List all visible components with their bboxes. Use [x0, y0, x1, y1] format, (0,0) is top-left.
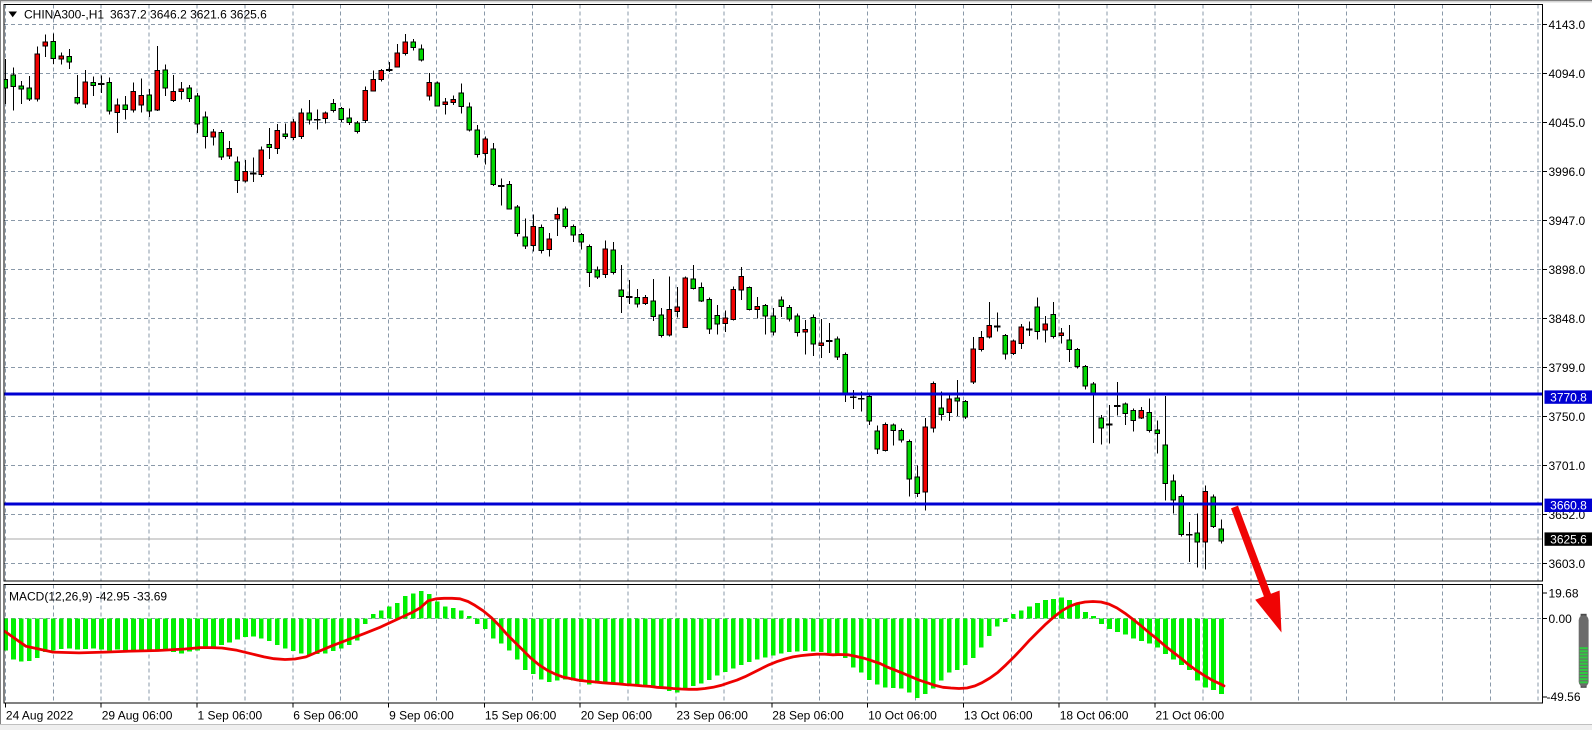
svg-text:13 Oct 06:00: 13 Oct 06:00: [964, 709, 1033, 723]
svg-text:24 Aug 2022: 24 Aug 2022: [6, 709, 74, 723]
svg-text:3750.0: 3750.0: [1549, 410, 1586, 424]
svg-text:15 Sep 06:00: 15 Sep 06:00: [485, 709, 557, 723]
svg-text:29 Aug 06:00: 29 Aug 06:00: [102, 709, 173, 723]
svg-text:1 Sep 06:00: 1 Sep 06:00: [198, 709, 263, 723]
svg-text:3799.0: 3799.0: [1549, 361, 1586, 375]
svg-text:4094.0: 4094.0: [1549, 67, 1586, 81]
svg-text:21 Oct 06:00: 21 Oct 06:00: [1156, 709, 1225, 723]
svg-text:0.00: 0.00: [1549, 612, 1573, 626]
svg-text:MACD(12,26,9) -42.95 -33.69: MACD(12,26,9) -42.95 -33.69: [9, 589, 167, 603]
svg-text:20 Sep 06:00: 20 Sep 06:00: [581, 709, 653, 723]
svg-text:23 Sep 06:00: 23 Sep 06:00: [677, 709, 749, 723]
svg-text:-49.56: -49.56: [1547, 690, 1581, 704]
svg-text:10 Oct 06:00: 10 Oct 06:00: [868, 709, 937, 723]
svg-text:3996.0: 3996.0: [1549, 165, 1586, 179]
svg-text:3625.6: 3625.6: [1550, 532, 1587, 546]
svg-text:3898.0: 3898.0: [1549, 263, 1586, 277]
svg-text:3660.8: 3660.8: [1550, 499, 1587, 513]
svg-text:6 Sep 06:00: 6 Sep 06:00: [293, 709, 358, 723]
svg-text:3603.0: 3603.0: [1549, 557, 1586, 571]
svg-text:4143.0: 4143.0: [1549, 18, 1586, 32]
svg-text:19.68: 19.68: [1549, 586, 1579, 600]
svg-text:3637.2 3646.2 3621.6 3625.6: 3637.2 3646.2 3621.6 3625.6: [110, 7, 267, 21]
svg-text:4045.0: 4045.0: [1549, 116, 1586, 130]
svg-text:3770.8: 3770.8: [1550, 390, 1587, 404]
svg-text:CHINA300-,H1: CHINA300-,H1: [24, 7, 104, 21]
svg-text:9 Sep 06:00: 9 Sep 06:00: [389, 709, 454, 723]
svg-text:3701.0: 3701.0: [1549, 459, 1586, 473]
svg-text:3947.0: 3947.0: [1549, 214, 1586, 228]
svg-text:18 Oct 06:00: 18 Oct 06:00: [1060, 709, 1129, 723]
svg-text:28 Sep 06:00: 28 Sep 06:00: [772, 709, 844, 723]
svg-text:3848.0: 3848.0: [1549, 312, 1586, 326]
